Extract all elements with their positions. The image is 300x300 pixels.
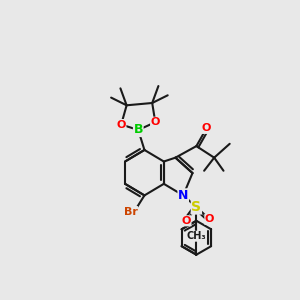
Text: O: O xyxy=(182,216,191,226)
Text: Br: Br xyxy=(124,207,137,217)
Text: S: S xyxy=(191,200,201,214)
Text: O: O xyxy=(116,119,126,130)
Text: CH₃: CH₃ xyxy=(187,231,206,241)
Text: N: N xyxy=(178,189,188,202)
Text: O: O xyxy=(202,123,211,134)
Text: B: B xyxy=(134,123,143,136)
Text: O: O xyxy=(151,117,160,127)
Text: O: O xyxy=(205,214,214,224)
